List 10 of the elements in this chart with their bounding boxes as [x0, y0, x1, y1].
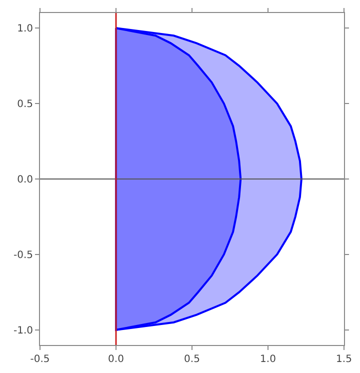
x-tick-label: 1.0 [260, 354, 276, 365]
y-tick-label: -1.0 [13, 325, 33, 336]
y-tick-label: 0.5 [17, 99, 33, 110]
y-tick-label: 1.0 [17, 24, 33, 35]
x-tick-label: -0.5 [30, 354, 50, 365]
y-tick-label: 0.0 [17, 174, 33, 186]
x-tick-label: 0.0 [108, 354, 124, 365]
y-tick-label: -0.5 [13, 250, 33, 261]
x-tick-label: 1.5 [336, 354, 352, 365]
x-tick-label: 0.5 [184, 354, 200, 365]
